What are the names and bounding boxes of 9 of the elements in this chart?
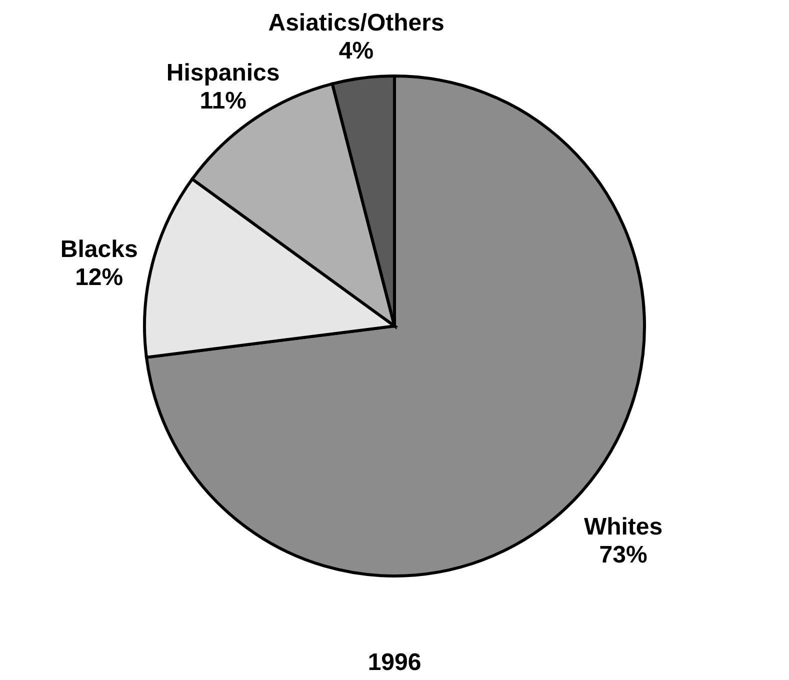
data-label: 73% <box>599 542 648 569</box>
data-label: 12% <box>75 264 124 292</box>
data-label: 11% <box>200 88 246 115</box>
slice-label: Hispanics <box>166 60 280 87</box>
text: 1996 <box>368 649 422 676</box>
slice-label: Blacks <box>60 236 138 264</box>
slice-label: Whites <box>584 514 663 541</box>
slice-label: Asiatics/Others <box>268 9 444 36</box>
data-label: 4% <box>338 37 374 64</box>
